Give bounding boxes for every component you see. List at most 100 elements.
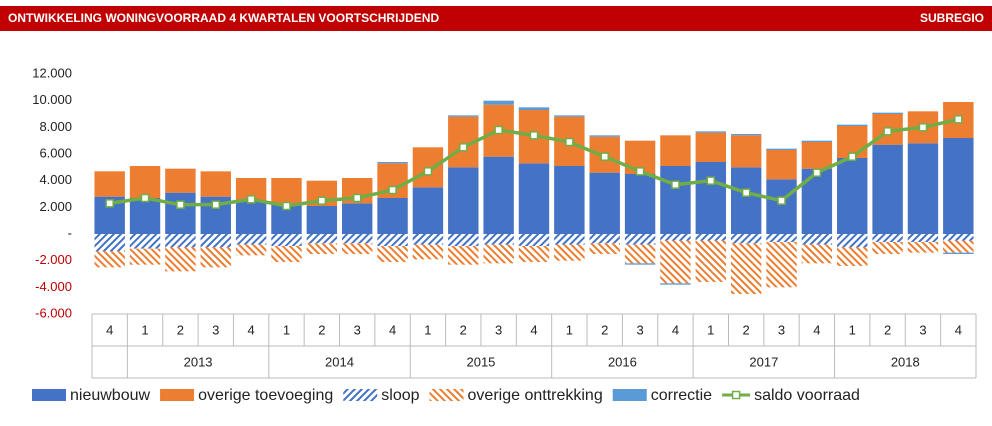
bar-segment xyxy=(837,234,868,248)
line-marker xyxy=(706,176,716,185)
bar-segment xyxy=(129,234,161,249)
x-tick-label: 1 xyxy=(141,322,148,337)
bar-segment xyxy=(943,138,974,234)
bar-segment xyxy=(589,135,620,137)
line-marker xyxy=(529,131,539,140)
bar-segment xyxy=(730,243,762,294)
bar-segment xyxy=(200,171,231,197)
bar-segment xyxy=(377,162,408,164)
bar-segment xyxy=(448,167,479,234)
bar-segment xyxy=(730,134,762,136)
bar-segment xyxy=(341,203,373,234)
bar-segment xyxy=(412,244,444,260)
line-marker xyxy=(317,196,327,205)
bar-segment xyxy=(624,244,656,264)
bar-segment xyxy=(271,246,302,262)
y-tick-label: -6.000 xyxy=(35,305,72,320)
bar-segment xyxy=(554,166,585,234)
bar-segment xyxy=(377,198,408,234)
bar-segment xyxy=(766,148,797,150)
y-tick-label: 8.000 xyxy=(39,119,72,134)
line-marker xyxy=(388,185,397,195)
bar-segment xyxy=(235,234,267,245)
bar-segment xyxy=(695,234,727,241)
x-group-label: 2016 xyxy=(608,354,637,369)
bar-segment xyxy=(448,246,479,265)
bar-segment xyxy=(695,162,727,234)
bar-segment xyxy=(377,234,408,246)
bar-segment xyxy=(660,283,691,285)
line-marker xyxy=(246,195,256,204)
bar-segment xyxy=(518,107,550,110)
bar-segment xyxy=(801,142,833,169)
line-marker xyxy=(954,115,963,124)
bar-segment xyxy=(660,240,691,284)
bar-segment xyxy=(801,140,833,142)
x-tick-label: 2 xyxy=(177,322,184,337)
x-tick-label: 1 xyxy=(424,322,431,337)
bar-segment xyxy=(624,263,656,265)
line-marker xyxy=(600,152,609,161)
bar-segment xyxy=(129,166,161,198)
x-tick-label: 1 xyxy=(566,322,573,337)
x-group-label: 2017 xyxy=(749,354,778,369)
bar-segment xyxy=(235,244,267,256)
bar-segment xyxy=(801,244,833,264)
bar-segment xyxy=(943,252,974,254)
bar-segment xyxy=(306,243,338,254)
y-tick-label: 6.000 xyxy=(39,145,72,160)
bar-segment xyxy=(660,166,691,234)
x-tick-label: 3 xyxy=(212,322,219,337)
y-tick-label: 12.000 xyxy=(32,65,72,80)
x-tick-label: 2 xyxy=(743,322,750,337)
y-tick-label: -4.000 xyxy=(35,279,72,294)
bar-segment xyxy=(412,187,444,234)
bar-segment xyxy=(129,198,161,234)
x-group-label: 2014 xyxy=(325,354,354,369)
bar-segment xyxy=(341,234,373,244)
bar-segment xyxy=(695,240,727,282)
x-tick-label: 2 xyxy=(884,322,891,337)
x-tick-label: 4 xyxy=(530,322,537,337)
legend-label: overige toevoeging xyxy=(198,387,333,404)
bar-segment xyxy=(624,174,656,234)
bar-segment xyxy=(589,243,620,254)
bar-segment xyxy=(589,172,620,234)
bar-segment xyxy=(483,156,514,234)
bar-segment xyxy=(660,234,691,241)
bar-segment xyxy=(200,234,231,248)
line-marker xyxy=(459,143,468,152)
bar-segment xyxy=(730,167,762,234)
bar-segment xyxy=(730,135,762,168)
line-marker xyxy=(105,199,114,208)
bar-segment xyxy=(129,248,161,265)
bar-segment xyxy=(695,131,727,133)
bar-segment xyxy=(235,202,267,234)
line-marker xyxy=(176,200,185,209)
bar-segment xyxy=(943,234,974,241)
legend-swatch xyxy=(32,389,66,401)
bar-segment xyxy=(271,178,302,205)
bar-segment xyxy=(165,247,196,272)
line-marker xyxy=(494,125,503,135)
bar-segment xyxy=(837,158,868,234)
x-tick-label: 4 xyxy=(106,322,113,337)
bar-segment xyxy=(306,234,338,244)
y-tick-label: 4.000 xyxy=(39,172,72,187)
bar-segment xyxy=(907,143,939,234)
bar-segment xyxy=(907,234,939,242)
x-tick-label: 1 xyxy=(849,322,856,337)
y-tick-label: - xyxy=(68,225,72,240)
y-tick-label: -2.000 xyxy=(35,252,72,267)
bar-segment xyxy=(554,244,585,261)
x-group-label: 2015 xyxy=(466,354,495,369)
bar-segment xyxy=(872,112,903,114)
chart-subtitle: SUBREGIO xyxy=(920,11,984,25)
line-marker xyxy=(140,193,150,203)
bar-segment xyxy=(766,150,797,180)
legend-swatch xyxy=(731,390,741,400)
bar-segment xyxy=(165,168,196,193)
x-group-label: 2018 xyxy=(891,354,920,369)
bar-segment xyxy=(448,115,479,117)
bar-segment xyxy=(518,234,550,246)
